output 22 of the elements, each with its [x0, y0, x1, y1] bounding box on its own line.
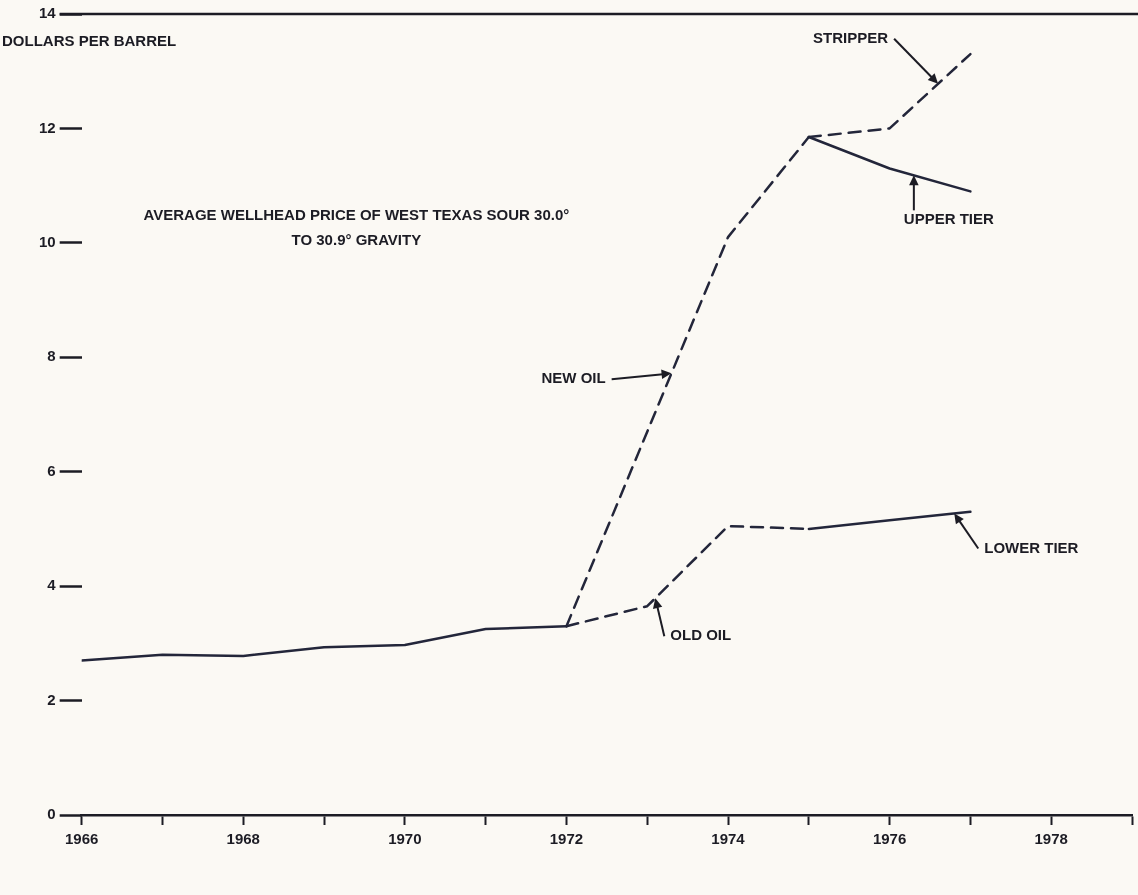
x-tick-label: 1972: [549, 830, 584, 848]
x-tick-label: 1970: [388, 830, 422, 848]
y-axis-title: DOLLARS PER BARREL: [2, 31, 177, 49]
y-tick-label: 6: [47, 461, 56, 479]
y-tick-label: 12: [39, 118, 56, 136]
annotation: UPPER TIER: [903, 210, 995, 228]
x-tick-label: 1976: [872, 830, 907, 848]
y-tick-label: 4: [47, 576, 57, 594]
y-tick-label: 14: [39, 4, 57, 22]
y-tick-label: 10: [39, 233, 56, 250]
y-tick-label: 2: [47, 690, 56, 708]
y-tick-label: 0: [47, 805, 56, 823]
annotation: LOWER TIER: [984, 538, 1079, 556]
annotation: NEW OIL: [541, 369, 606, 387]
x-tick-label: 1974: [711, 830, 746, 848]
x-tick-label: 1978: [1034, 830, 1068, 848]
x-tick-label: 1966: [65, 830, 99, 848]
annotation: OLD OIL: [670, 626, 732, 644]
x-tick-label: 1968: [226, 830, 260, 848]
annotation: STRIPPER: [813, 28, 889, 46]
y-tick-label: 8: [47, 347, 56, 365]
text: AVERAGE WELLHEAD PRICE OF WEST TEXAS SOUR 30.0° TO 30.9° GRAVITY: [143, 206, 570, 249]
